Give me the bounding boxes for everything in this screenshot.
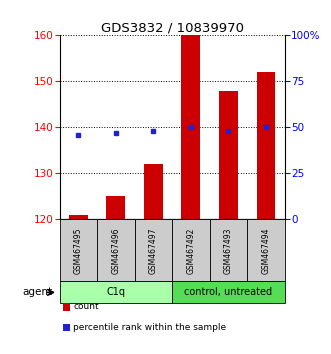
Bar xyxy=(219,91,238,219)
Text: GSM467497: GSM467497 xyxy=(149,227,158,274)
Bar xyxy=(257,72,275,219)
Bar xyxy=(107,196,125,219)
Text: GSM467494: GSM467494 xyxy=(261,227,270,274)
Text: GSM467496: GSM467496 xyxy=(111,227,120,274)
Text: control, untreated: control, untreated xyxy=(184,287,272,297)
Bar xyxy=(181,35,200,219)
Text: GSM467493: GSM467493 xyxy=(224,227,233,274)
Text: GSM467492: GSM467492 xyxy=(186,227,195,274)
Title: GDS3832 / 10839970: GDS3832 / 10839970 xyxy=(101,21,244,34)
Text: GSM467495: GSM467495 xyxy=(74,227,83,274)
Bar xyxy=(69,215,88,219)
Text: agent: agent xyxy=(23,287,53,297)
Text: C1q: C1q xyxy=(106,287,125,297)
Text: percentile rank within the sample: percentile rank within the sample xyxy=(73,323,227,332)
Bar xyxy=(144,164,163,219)
Text: count: count xyxy=(73,302,99,312)
